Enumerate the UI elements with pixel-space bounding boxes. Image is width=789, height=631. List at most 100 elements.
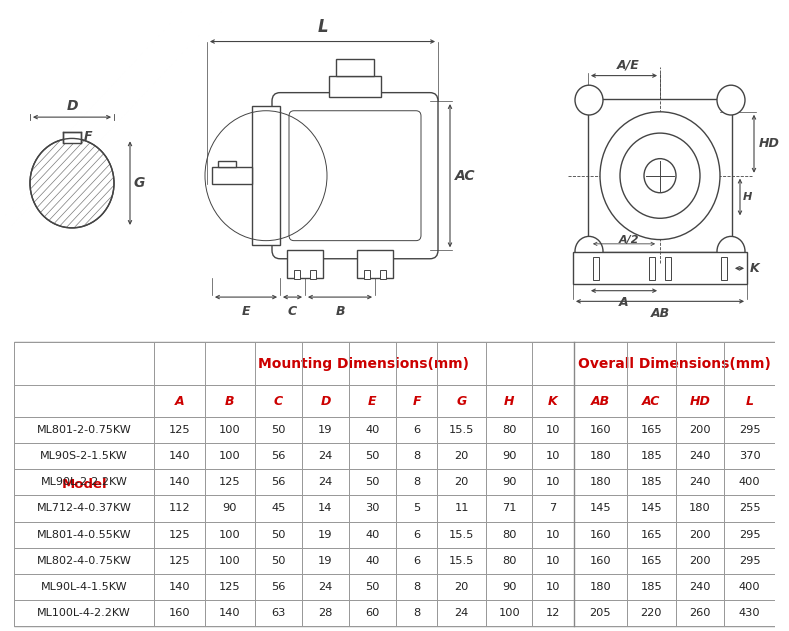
Text: 19: 19: [318, 529, 333, 540]
Text: 40: 40: [365, 425, 380, 435]
Bar: [437, 548, 486, 574]
Text: 6: 6: [413, 529, 421, 540]
Text: 56: 56: [271, 451, 286, 461]
Text: 255: 255: [739, 504, 761, 514]
Text: 125: 125: [169, 529, 190, 540]
Text: 100: 100: [219, 451, 241, 461]
Bar: [675, 469, 724, 495]
Text: Model: Model: [62, 478, 107, 491]
Text: ML90L-4-1.5KW: ML90L-4-1.5KW: [41, 582, 128, 592]
Bar: [533, 443, 574, 469]
Text: B: B: [225, 394, 234, 408]
Bar: [665, 257, 671, 280]
Circle shape: [717, 85, 745, 115]
Text: E: E: [368, 394, 376, 408]
Bar: [380, 271, 386, 279]
Text: 28: 28: [318, 608, 333, 618]
Text: 50: 50: [365, 582, 380, 592]
Bar: [396, 522, 437, 548]
Bar: [204, 416, 255, 443]
Text: 100: 100: [219, 556, 241, 566]
Text: 295: 295: [739, 425, 761, 435]
Text: 8: 8: [413, 608, 421, 618]
Circle shape: [575, 237, 603, 266]
Bar: [675, 416, 724, 443]
Text: 10: 10: [546, 529, 560, 540]
Text: ML801-4-0.55KW: ML801-4-0.55KW: [37, 529, 132, 540]
Text: 240: 240: [690, 477, 711, 487]
Bar: [14, 342, 154, 627]
Bar: [533, 548, 574, 574]
Bar: [486, 574, 533, 600]
Text: 240: 240: [690, 582, 711, 592]
Text: ML100L-4-2.2KW: ML100L-4-2.2KW: [37, 608, 131, 618]
Text: D: D: [320, 394, 331, 408]
Text: 40: 40: [365, 556, 380, 566]
Bar: [204, 386, 255, 416]
Bar: [627, 574, 675, 600]
Text: 125: 125: [169, 556, 190, 566]
Circle shape: [575, 85, 603, 115]
Bar: [533, 574, 574, 600]
Bar: [593, 257, 599, 280]
Text: 140: 140: [169, 451, 190, 461]
Text: 112: 112: [169, 504, 190, 514]
Bar: [675, 548, 724, 574]
Bar: [574, 495, 627, 522]
Bar: [302, 416, 349, 443]
Bar: [212, 167, 252, 184]
Bar: [724, 416, 775, 443]
Text: 180: 180: [589, 451, 611, 461]
Text: 185: 185: [641, 477, 662, 487]
Bar: [724, 469, 775, 495]
Text: 10: 10: [546, 582, 560, 592]
Circle shape: [600, 112, 720, 240]
Circle shape: [644, 158, 676, 192]
Text: 125: 125: [219, 582, 241, 592]
Bar: [533, 469, 574, 495]
Bar: [627, 443, 675, 469]
Text: L: L: [317, 18, 327, 36]
Bar: [574, 600, 627, 627]
Bar: [533, 522, 574, 548]
Bar: [310, 271, 316, 279]
Bar: [204, 574, 255, 600]
Text: 10: 10: [546, 556, 560, 566]
Bar: [349, 600, 396, 627]
Bar: [364, 271, 370, 279]
Text: Overall Dimensions(mm): Overall Dimensions(mm): [578, 357, 771, 371]
Text: Mounting Dimensions(mm): Mounting Dimensions(mm): [259, 357, 469, 371]
Bar: [154, 469, 204, 495]
Bar: [486, 416, 533, 443]
Bar: [724, 495, 775, 522]
Bar: [675, 386, 724, 416]
Text: 165: 165: [641, 556, 662, 566]
Text: HD: HD: [759, 138, 780, 150]
Bar: [349, 574, 396, 600]
Bar: [154, 386, 204, 416]
Text: 15.5: 15.5: [449, 425, 474, 435]
Bar: [627, 522, 675, 548]
Bar: [14, 416, 154, 443]
Bar: [396, 548, 437, 574]
Text: AC: AC: [455, 168, 476, 183]
Text: 56: 56: [271, 477, 286, 487]
Text: 200: 200: [689, 529, 711, 540]
Bar: [14, 522, 154, 548]
Text: 260: 260: [690, 608, 711, 618]
Bar: [396, 386, 437, 416]
Text: 160: 160: [169, 608, 190, 618]
Text: A: A: [174, 394, 184, 408]
Text: 180: 180: [689, 504, 711, 514]
Text: 80: 80: [502, 556, 517, 566]
Bar: [486, 469, 533, 495]
Bar: [204, 548, 255, 574]
Text: 185: 185: [641, 451, 662, 461]
Bar: [218, 161, 236, 167]
Text: C: C: [288, 305, 297, 317]
Text: 40: 40: [365, 529, 380, 540]
Text: 140: 140: [169, 477, 190, 487]
Bar: [396, 574, 437, 600]
Bar: [437, 443, 486, 469]
Text: 140: 140: [169, 582, 190, 592]
